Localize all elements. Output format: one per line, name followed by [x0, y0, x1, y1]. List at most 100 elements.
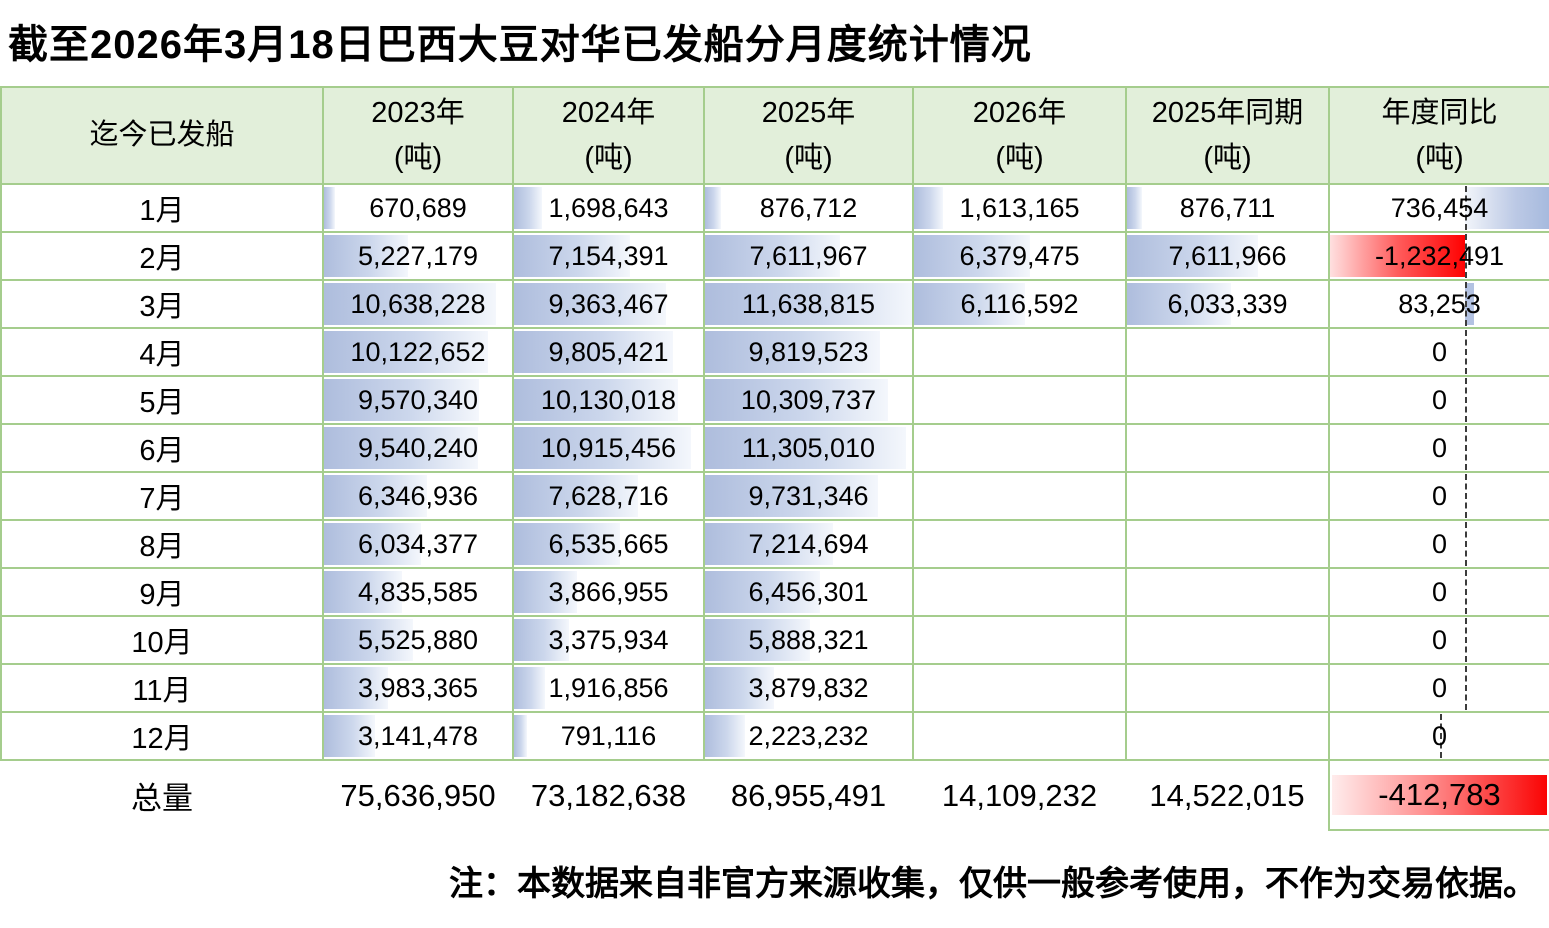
col-header-same-line1: 2025年同期: [1151, 96, 1304, 129]
cell-same2025-8月: [1125, 519, 1330, 569]
cell-y2023-12月: 3,141,478: [322, 711, 514, 761]
data-bar-positive: [1464, 283, 1475, 325]
data-bar: [325, 619, 414, 661]
cell-y2023-2月: 5,227,179: [322, 231, 514, 281]
cell-same2025-5月: [1125, 375, 1330, 425]
cell-y2025-6月: 11,305,010: [703, 423, 914, 473]
data-bar: [515, 427, 692, 469]
cell-value: 10,309,737: [740, 384, 877, 415]
data-bar: [325, 523, 422, 565]
cell-value: 10,130,018: [540, 384, 677, 415]
cell-same2025-total: 14,522,015: [1126, 760, 1329, 830]
cell-yoy-3月: 83,253: [1328, 279, 1549, 329]
cell-value: 3,983,365: [357, 672, 479, 703]
data-bar: [706, 283, 911, 325]
cell-y2025-1月: 876,712: [703, 183, 914, 233]
row-label: 1月: [0, 183, 324, 233]
cell-value: 9,805,421: [548, 336, 669, 367]
cell-same2025-11月: [1125, 663, 1330, 713]
cell-value: 0: [1431, 624, 1448, 655]
cell-y2026-10月: [912, 615, 1127, 665]
cell-y2023-8月: 6,034,377: [322, 519, 514, 569]
data-bar: [706, 523, 834, 565]
cell-y2026-7月: [912, 471, 1127, 521]
total-row-label: 总量: [1, 760, 323, 830]
cell-same2025-2月: 7,611,966: [1125, 231, 1330, 281]
cell-y2026-3月: 6,116,592: [912, 279, 1127, 329]
cell-value: 83,253: [1398, 288, 1481, 319]
cell-y2024-5月: 10,130,018: [512, 375, 705, 425]
cell-value: 0: [1431, 384, 1448, 415]
cell-y2025-7月: 9,731,346: [703, 471, 914, 521]
cell-value: 1,698,643: [548, 192, 669, 223]
data-bar: [706, 667, 774, 709]
data-bar-positive: [1464, 187, 1548, 229]
yoy-axis-line: [1464, 666, 1467, 710]
cell-same2025-9月: [1125, 567, 1330, 617]
header-row: 迄今已发船 2023年 (吨) 2024年 (吨) 2025年 (吨) 2026…: [0, 86, 1549, 185]
yoy-axis-line: [1464, 570, 1467, 614]
cell-y2024-3月: 9,363,467: [512, 279, 705, 329]
cell-value: 3,141,478: [357, 720, 479, 751]
data-bar: [706, 331, 880, 373]
col-header-2025: 2025年 (吨): [703, 86, 914, 185]
col-header-2026: 2026年 (吨): [912, 86, 1127, 185]
cell-value: 9,540,240: [357, 432, 479, 463]
cell-yoy-4月: 0: [1328, 327, 1549, 377]
cell-value: 10,638,228: [350, 288, 486, 319]
data-bar: [515, 331, 674, 373]
cell-y2024-7月: 7,628,716: [512, 471, 705, 521]
cell-same2025-1月: 876,711: [1125, 183, 1330, 233]
cell-value: 14,109,232: [941, 777, 1098, 813]
cell-y2023-total: 75,636,950: [323, 760, 513, 830]
data-bar: [706, 235, 841, 277]
cell-y2026-6月: [912, 423, 1127, 473]
cell-y2024-6月: 10,915,456: [512, 423, 705, 473]
cell-value: 6,033,339: [1167, 288, 1288, 319]
table-row-11月: 11月 3,983,365 1,916,856 3,879,832 0: [0, 663, 1549, 713]
cell-y2023-9月: 4,835,585: [322, 567, 514, 617]
data-bar: [706, 619, 810, 661]
data-bar: [325, 283, 496, 325]
col-header-2026-line2: (吨): [995, 141, 1044, 174]
data-bar: [915, 235, 1030, 277]
cell-value: 670,689: [369, 192, 467, 223]
cell-y2026-4月: [912, 327, 1127, 377]
data-bar: [325, 475, 427, 517]
col-header-months: 迄今已发船: [0, 86, 324, 185]
cell-value: 73,182,638: [530, 777, 687, 813]
cell-yoy-6月: 0: [1328, 423, 1549, 473]
col-header-2024: 2024年 (吨): [512, 86, 705, 185]
data-bar: [706, 379, 889, 421]
data-bar: [325, 235, 409, 277]
cell-y2024-10月: 3,375,934: [512, 615, 705, 665]
cell-yoy-12月: 0: [1328, 711, 1549, 761]
cell-y2023-11月: 3,983,365: [322, 663, 514, 713]
yoy-axis-line: [1464, 522, 1467, 566]
col-header-2024-line1: 2024年: [561, 96, 656, 129]
cell-yoy-7月: 0: [1328, 471, 1549, 521]
data-bar: [325, 715, 375, 757]
row-label: 11月: [0, 663, 324, 713]
cell-value: 876,711: [1179, 192, 1276, 223]
yoy-axis-line: [1464, 282, 1467, 326]
table-row-9月: 9月 4,835,585 3,866,955 6,456,301 0: [0, 567, 1549, 617]
cell-y2024-11月: 1,916,856: [512, 663, 705, 713]
cell-value: 791,116: [560, 720, 657, 751]
yoy-axis-line: [1464, 330, 1467, 374]
cell-y2025-10月: 5,888,321: [703, 615, 914, 665]
cell-value: 7,611,966: [1168, 240, 1287, 271]
cell-value: 0: [1431, 528, 1448, 559]
cell-y2025-9月: 6,456,301: [703, 567, 914, 617]
data-bar: [1128, 283, 1232, 325]
cell-y2025-12月: 2,223,232: [703, 711, 914, 761]
yoy-axis-line: [1464, 426, 1467, 470]
cell-value: 0: [1431, 432, 1448, 463]
col-header-2023-line2: (吨): [393, 141, 443, 174]
cell-y2026-8月: [912, 519, 1127, 569]
cell-yoy-11月: 0: [1328, 663, 1549, 713]
cell-value: 5,888,321: [748, 624, 869, 655]
cell-yoy-9月: 0: [1328, 567, 1549, 617]
cell-y2025-8月: 7,214,694: [703, 519, 914, 569]
data-bar-total-negative: [1332, 775, 1547, 815]
